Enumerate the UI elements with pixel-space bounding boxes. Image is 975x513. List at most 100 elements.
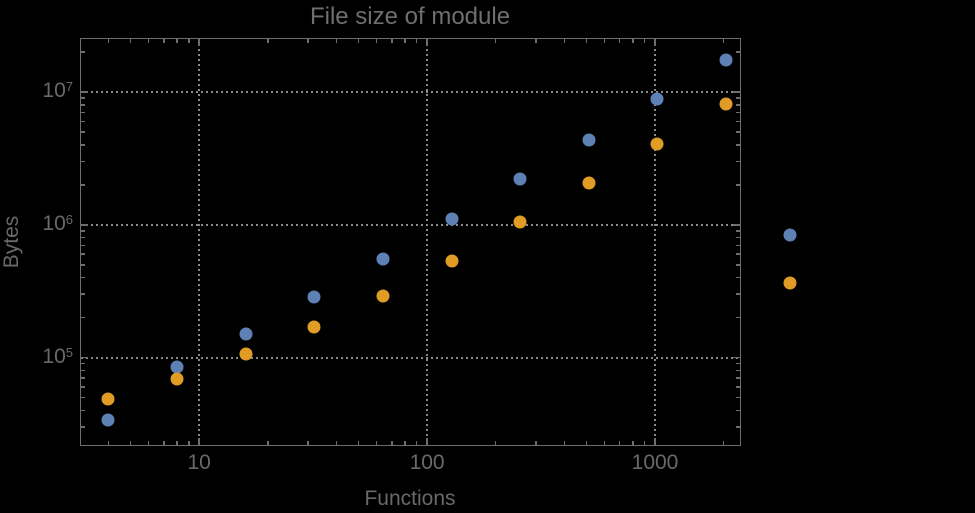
x-tick-mark	[307, 441, 309, 445]
y-tick-mark	[736, 160, 740, 163]
x-tick-mark	[563, 39, 566, 43]
x-tick-mark	[415, 441, 418, 445]
data-point-series-orange	[376, 289, 390, 303]
x-tick-label: 10	[187, 451, 211, 474]
x-tick-mark	[603, 441, 606, 445]
data-point-series-blue	[719, 53, 733, 67]
x-tick-mark	[654, 39, 656, 46]
data-point-series-orange	[513, 215, 527, 229]
x-tick-mark	[198, 39, 200, 46]
data-point-series-blue	[650, 92, 664, 106]
y-tick-mark	[736, 51, 740, 53]
data-point-series-blue	[170, 360, 184, 374]
data-point-series-orange	[307, 320, 321, 334]
x-tick-mark	[176, 441, 178, 445]
data-point-series-blue	[239, 327, 253, 341]
x-gridline	[654, 39, 656, 445]
x-gridline	[426, 39, 429, 445]
x-tick-mark	[147, 441, 150, 445]
x-tick-mark	[163, 441, 165, 445]
x-tick-mark	[107, 39, 110, 43]
y-tick-mark	[81, 91, 88, 93]
x-tick-mark	[176, 39, 178, 43]
y-tick-mark	[736, 386, 740, 388]
x-tick-mark	[632, 441, 634, 445]
x-tick-mark	[535, 441, 537, 445]
x-tick-mark	[654, 438, 656, 445]
x-tick-mark	[335, 441, 338, 445]
y-tick-mark	[736, 369, 740, 372]
x-tick-mark	[643, 441, 646, 445]
x-tick-mark	[722, 441, 725, 445]
y-tick-mark	[736, 409, 740, 412]
y-tick-label: 106	[42, 211, 73, 235]
y-tick-mark	[81, 426, 85, 428]
x-tick-mark	[618, 441, 621, 445]
data-point-series-blue	[582, 133, 596, 146]
y-axis-label: Bytes	[0, 215, 23, 269]
y-tick-mark	[81, 160, 85, 163]
data-point-series-orange	[445, 254, 459, 268]
data-point-series-orange	[650, 137, 664, 151]
data-point-series-blue	[307, 290, 321, 304]
y-tick-mark	[736, 244, 740, 247]
y-gridline	[81, 356, 740, 359]
y-tick-mark	[81, 386, 85, 388]
data-point-series-blue	[445, 212, 459, 226]
y-tick-mark	[81, 223, 88, 226]
y-tick-mark	[81, 356, 88, 359]
data-point-series-orange	[719, 97, 733, 111]
x-tick-mark	[307, 39, 309, 43]
x-tick-mark	[129, 441, 132, 445]
y-tick-mark	[736, 97, 740, 99]
x-tick-mark	[390, 441, 393, 445]
x-tick-mark	[357, 39, 360, 43]
y-tick-mark	[736, 316, 740, 319]
y-tick-mark	[736, 183, 740, 186]
x-tick-mark	[618, 39, 621, 43]
y-tick-mark	[81, 362, 85, 365]
y-tick-mark	[81, 377, 85, 379]
y-tick-mark	[81, 236, 85, 239]
plot-frame	[80, 38, 741, 446]
y-tick-mark	[736, 236, 740, 239]
y-tick-mark	[736, 293, 740, 296]
chart-title: File size of module	[309, 3, 511, 30]
x-tick-mark	[147, 39, 150, 43]
y-tick-mark	[81, 103, 85, 106]
y-tick-mark	[81, 409, 85, 412]
y-tick-mark	[736, 111, 740, 114]
data-point-series-orange	[239, 347, 253, 361]
y-tick-mark	[733, 356, 740, 359]
y-tick-mark	[736, 426, 740, 428]
x-tick-mark	[426, 438, 428, 445]
x-tick-mark	[266, 441, 269, 445]
x-tick-mark	[187, 39, 190, 43]
y-tick-mark	[81, 111, 85, 114]
y-tick-mark	[81, 97, 85, 99]
y-tick-mark	[81, 131, 85, 133]
y-tick-mark	[81, 293, 85, 296]
x-gridline	[198, 39, 201, 445]
y-tick-mark	[81, 244, 85, 247]
y-tick-mark	[81, 369, 85, 372]
y-tick-mark	[736, 103, 740, 106]
y-tick-mark	[81, 120, 85, 123]
y-tick-mark	[736, 377, 740, 379]
x-tick-mark	[107, 441, 110, 445]
x-tick-mark	[187, 441, 190, 445]
x-tick-mark	[585, 441, 588, 445]
data-point-series-orange	[101, 392, 115, 406]
y-tick-mark	[736, 276, 740, 279]
y-tick-mark	[81, 316, 85, 319]
x-tick-mark	[404, 441, 406, 445]
y-tick-mark	[81, 143, 85, 146]
y-tick-mark	[736, 120, 740, 123]
y-tick-mark	[736, 230, 740, 232]
x-tick-mark	[375, 441, 378, 445]
x-tick-mark	[563, 441, 566, 445]
x-tick-mark	[535, 39, 537, 43]
y-tick-mark	[81, 253, 85, 256]
x-tick-mark	[643, 39, 646, 43]
